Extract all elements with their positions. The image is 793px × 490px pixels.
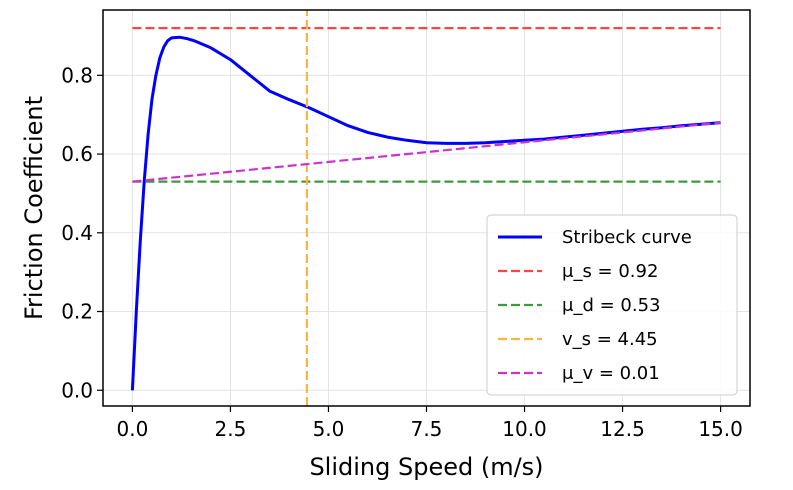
y-axis-title: Friction Coefficient [20, 96, 48, 320]
legend-entry-label: Stribeck curve [562, 227, 692, 248]
x-tick-label: 0.0 [117, 417, 149, 441]
axis-ticks: 0.0 2.5 5.0 7.5 10.0 12.5 15.0 0.0 0.2 0.4 0.6 0.8 [61, 63, 743, 441]
y-tick-label: 0.0 [61, 378, 93, 402]
y-tick-label: 0.8 [61, 63, 93, 87]
legend: Stribeck curve μ_s = 0.92 μ_d = 0.53 v_s = … [486, 214, 738, 396]
series-line-0 [130, 35, 721, 391]
series-line-4 [132, 121, 721, 183]
x-tick-label: 10.0 [502, 417, 547, 441]
y-tick-label: 0.4 [61, 221, 93, 245]
legend-entry-label: v_s = 4.45 [562, 329, 658, 350]
x-tick-label: 15.0 [698, 417, 743, 441]
legend-box [486, 214, 738, 396]
x-tick-label: 5.0 [313, 417, 345, 441]
legend-entry-label: μ_d = 0.53 [562, 295, 660, 316]
x-axis-title: Sliding Speed (m/s) [309, 453, 543, 481]
y-tick-label: 0.2 [61, 300, 93, 324]
legend-entry-label: μ_v = 0.01 [562, 363, 660, 384]
legend-entry-label: μ_s = 0.92 [562, 261, 658, 282]
x-tick-label: 2.5 [215, 417, 247, 441]
y-tick-label: 0.6 [61, 142, 93, 166]
series-layer [130, 10, 721, 406]
x-tick-label: 7.5 [411, 417, 443, 441]
x-tick-label: 12.5 [600, 417, 645, 441]
